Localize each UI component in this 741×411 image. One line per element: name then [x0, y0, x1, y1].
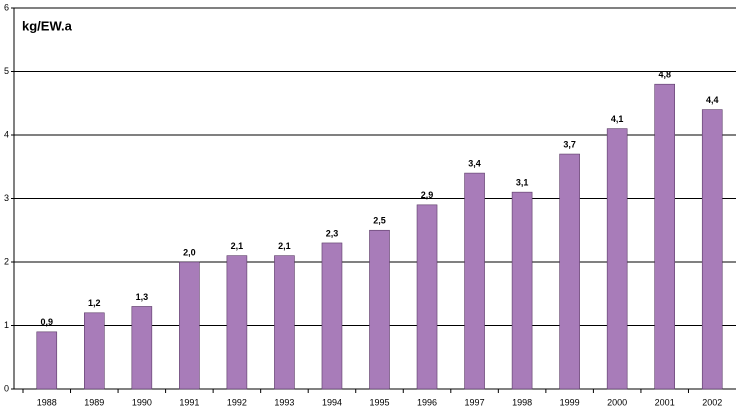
value-label: 4,4 [706, 95, 719, 105]
value-label: 2,1 [231, 241, 244, 251]
value-label: 2,1 [278, 241, 291, 251]
bar [274, 255, 295, 390]
value-label: 4,8 [658, 70, 671, 80]
value-label: 3,7 [563, 139, 576, 149]
y-tick-label: 2 [4, 256, 9, 266]
value-label: 1,2 [88, 298, 101, 308]
bar [321, 242, 343, 390]
x-tick-label: 1996 [417, 397, 437, 407]
y-tick-label: 3 [4, 193, 9, 203]
bar [416, 204, 438, 390]
x-tick-label: 1989 [84, 397, 104, 407]
y-tick-label: 5 [4, 66, 9, 76]
bar [369, 229, 390, 390]
x-tick-label: 1988 [37, 397, 57, 407]
x-tick-label: 1994 [322, 397, 342, 407]
x-tick-label: 2001 [655, 397, 675, 407]
value-label: 2,5 [373, 216, 386, 226]
x-tick-label: 1991 [179, 397, 199, 407]
value-label: 3,1 [516, 178, 529, 188]
x-tick-label: 1992 [227, 397, 247, 407]
x-tick-label: 2000 [607, 397, 627, 407]
y-tick-label: 4 [4, 129, 9, 139]
value-label: 2,3 [326, 228, 339, 238]
bar [226, 255, 248, 390]
bar [84, 312, 105, 390]
y-tick-label: 1 [4, 320, 9, 330]
bar [559, 153, 580, 390]
value-label: 2,0 [183, 247, 196, 257]
x-tick-label: 1993 [274, 397, 294, 407]
x-tick-label: 2002 [702, 397, 722, 407]
x-tick-label: 1997 [465, 397, 485, 407]
bar [131, 306, 153, 390]
x-tick-label: 1990 [132, 397, 152, 407]
value-label: 0,9 [41, 317, 54, 327]
x-tick-label: 1995 [369, 397, 389, 407]
value-label: 1,3 [136, 292, 149, 302]
chart-title: kg/EW.a [22, 18, 73, 33]
bar [179, 261, 200, 390]
y-tick-label: 6 [4, 2, 9, 12]
bar [464, 172, 485, 390]
value-label: 3,4 [468, 158, 481, 168]
bar [654, 83, 676, 390]
bar [511, 191, 533, 390]
bar [606, 128, 628, 390]
bar [36, 331, 58, 390]
value-label: 4,1 [611, 114, 624, 124]
x-tick-label: 1998 [512, 397, 532, 407]
bar [701, 109, 723, 390]
y-tick-label: 0 [4, 383, 9, 393]
value-label: 2,9 [421, 190, 434, 200]
x-tick-label: 1999 [560, 397, 580, 407]
